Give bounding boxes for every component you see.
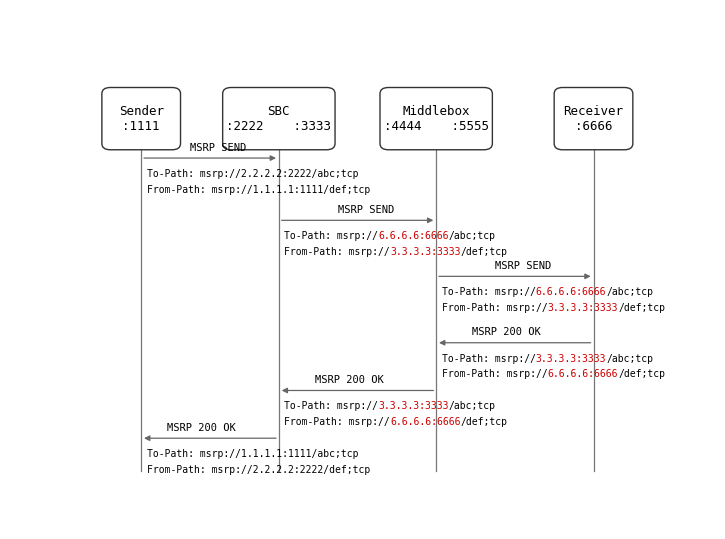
Text: /def;tcp: /def;tcp: [618, 303, 665, 313]
Text: /abc;tcp: /abc;tcp: [449, 401, 496, 411]
Text: 6.6.6.6:6666: 6.6.6.6:6666: [547, 369, 618, 379]
Text: /def;tcp: /def;tcp: [460, 417, 507, 427]
Text: Receiver
:6666: Receiver :6666: [563, 105, 624, 133]
FancyBboxPatch shape: [102, 87, 181, 150]
Text: MSRP 200 OK: MSRP 200 OK: [472, 327, 541, 337]
Text: /abc;tcp: /abc;tcp: [606, 287, 653, 297]
Text: /def;tcp: /def;tcp: [618, 369, 665, 379]
Text: /abc;tcp: /abc;tcp: [606, 354, 653, 363]
Text: 6.6.6.6:6666: 6.6.6.6:6666: [536, 287, 606, 297]
FancyBboxPatch shape: [380, 87, 492, 150]
Text: MSRP SEND: MSRP SEND: [191, 143, 247, 153]
Text: From-Path: msrp://: From-Path: msrp://: [442, 369, 547, 379]
Text: Sender
:1111: Sender :1111: [119, 105, 164, 133]
Text: From-Path: msrp://1.1.1.1:1111/def;tcp: From-Path: msrp://1.1.1.1:1111/def;tcp: [146, 184, 370, 195]
Text: /def;tcp: /def;tcp: [460, 247, 507, 257]
Text: To-Path: msrp://1.1.1.1:1111/abc;tcp: To-Path: msrp://1.1.1.1:1111/abc;tcp: [146, 449, 358, 459]
Text: 3.3.3.3:3333: 3.3.3.3:3333: [378, 401, 449, 411]
Text: Middlebox
:4444    :5555: Middlebox :4444 :5555: [384, 105, 489, 133]
Text: From-Path: msrp://: From-Path: msrp://: [442, 303, 547, 313]
Text: To-Path: msrp://: To-Path: msrp://: [284, 231, 378, 241]
Text: To-Path: msrp://: To-Path: msrp://: [442, 354, 536, 363]
Text: To-Path: msrp://2.2.2.2:2222/abc;tcp: To-Path: msrp://2.2.2.2:2222/abc;tcp: [146, 169, 358, 179]
Text: To-Path: msrp://: To-Path: msrp://: [284, 401, 378, 411]
Text: 3.3.3.3:3333: 3.3.3.3:3333: [547, 303, 618, 313]
Text: From-Path: msrp://2.2.2.2:2222/def;tcp: From-Path: msrp://2.2.2.2:2222/def;tcp: [146, 465, 370, 475]
Text: To-Path: msrp://: To-Path: msrp://: [442, 287, 536, 297]
Text: 6.6.6.6:6666: 6.6.6.6:6666: [378, 231, 449, 241]
Text: 6.6.6.6:6666: 6.6.6.6:6666: [390, 417, 460, 427]
Text: MSRP SEND: MSRP SEND: [495, 261, 552, 271]
Text: MSRP SEND: MSRP SEND: [338, 205, 394, 215]
FancyBboxPatch shape: [554, 87, 633, 150]
FancyBboxPatch shape: [223, 87, 335, 150]
Text: From-Path: msrp://: From-Path: msrp://: [284, 417, 390, 427]
Text: 3.3.3.3:3333: 3.3.3.3:3333: [536, 354, 606, 363]
Text: SBC
:2222    :3333: SBC :2222 :3333: [226, 105, 331, 133]
Text: 3.3.3.3:3333: 3.3.3.3:3333: [390, 247, 460, 257]
Text: From-Path: msrp://: From-Path: msrp://: [284, 247, 390, 257]
Text: MSRP 200 OK: MSRP 200 OK: [315, 375, 384, 385]
Text: /abc;tcp: /abc;tcp: [449, 231, 496, 241]
Text: MSRP 200 OK: MSRP 200 OK: [167, 423, 236, 433]
